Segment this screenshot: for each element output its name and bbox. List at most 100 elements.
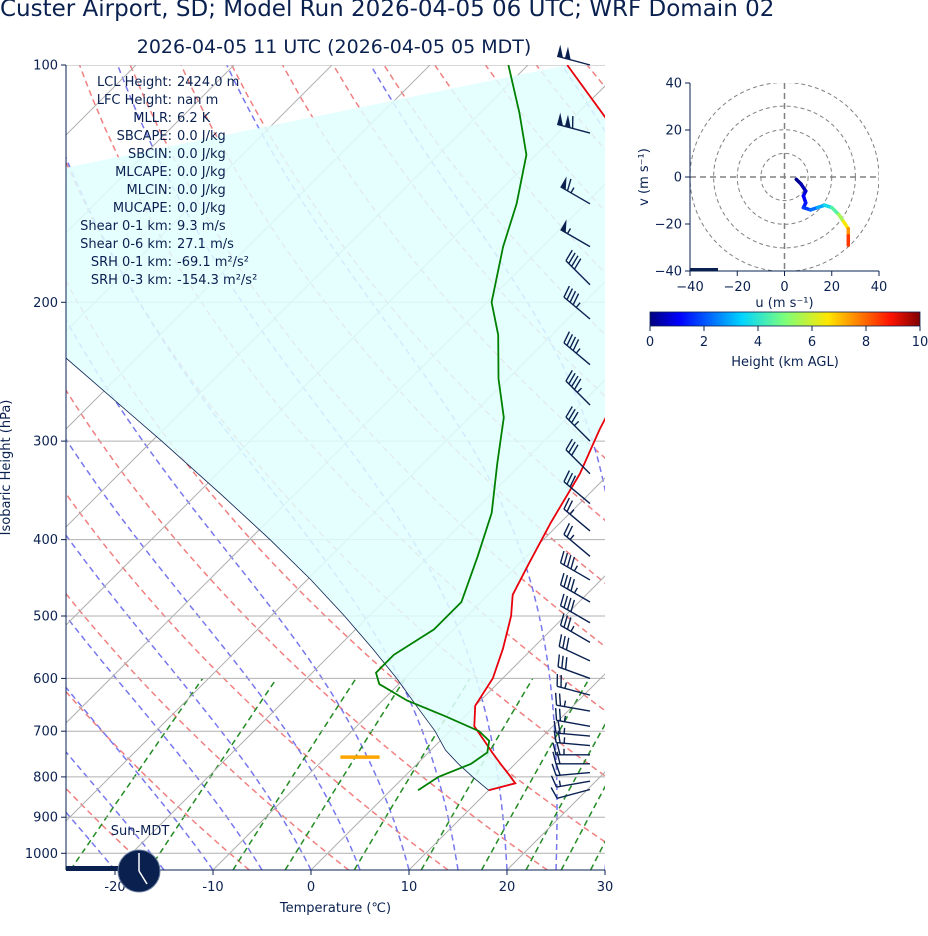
wind-barb-flag [566,472,574,485]
wind-barb [560,219,591,248]
dry-adiabat-line [66,279,605,843]
wind-barb-half-flag [575,302,581,308]
wind-barb-staff [565,449,591,475]
wind-barb-staff [560,605,591,624]
wind-barb-half-flag [573,565,579,572]
wind-barb [563,470,591,505]
moist-adiabat-line [66,438,361,870]
dry-adiabat-line [66,690,250,870]
index-label: MLCIN: [127,183,172,198]
mixing-ratio-line [232,677,357,870]
wind-barb-staff [556,741,591,747]
wind-barb-flag [552,742,557,755]
hodograph-y-tick-label: 0 [674,171,682,186]
moist-adiabat-line [66,533,312,870]
wind-barb-flag [563,574,569,588]
index-value: 0.0 J/kg [177,165,226,180]
hodograph-x-tick-label: 0 [780,280,788,295]
wind-barb-flag [559,550,565,564]
wind-barb-flag [563,552,569,566]
dry-adiabat-line [66,388,548,870]
wind-barb-flag [565,370,573,382]
mixing-ratio-line [284,677,406,870]
dry-adiabat-line [66,787,151,870]
index-label: SBCAPE: [117,129,172,144]
wind-barb-staff [560,562,591,581]
index-value: 0.0 J/kg [177,201,226,216]
sun-clock: Sun-MDT [66,824,170,893]
wind-barb-staff [560,584,591,603]
wind-barb [563,497,591,532]
sounding-indices: LCL Height: 2424.0 m LFC Height: nan m MLLR:… [80,75,257,288]
wind-barb-staff [565,380,591,406]
hodograph-y-tick-label: 20 [665,124,682,139]
wind-barb-staff [563,508,591,532]
mixing-ratio-line [480,678,590,870]
chart-title: Custer Airport, SD; Model Run 2026-04-05… [0,0,775,22]
y-tick-label: 800 [33,770,58,785]
index-value: 0.0 J/kg [177,147,226,162]
wind-barb-flag [568,252,576,264]
index-value: 9.3 m/s [177,219,226,234]
sun-label: Sun-MDT [111,824,170,839]
wind-barb-half-flag [566,228,572,235]
index-label: MUCAPE: [113,201,172,216]
wind-barb-staff [565,416,591,442]
wind-barb-staff [557,666,591,680]
mixing-ratio-line [616,678,715,870]
wind-barb [559,613,591,643]
wind-barb-flag [566,617,572,630]
wind-barb-flag [558,634,563,647]
index-value: 0.0 J/kg [177,183,226,198]
colorbar-tick-label: 2 [700,335,708,350]
clock-hand-hour [138,870,148,885]
colorbar-gradient [649,311,921,327]
wind-barb-half-flag [570,187,575,194]
wind-barb-flag [570,599,576,612]
y-tick-label: 300 [33,435,58,450]
colorbar-tick-label: 6 [808,335,816,350]
y-tick-label: 100 [33,59,58,74]
moist-adiabat-line [226,65,558,870]
wind-barb-flag [566,525,574,538]
wind-barb [556,673,591,696]
wind-barb-half-flag [569,509,575,515]
wind-barb-flag [553,720,557,734]
colorbar-tick-label: 4 [754,335,762,350]
wind-barb-flag [568,408,576,421]
moist-adiabat-line [66,750,165,870]
wind-barb-pennant [564,46,571,60]
wind-barb-half-flag [563,700,567,707]
wind-barb-staff [560,186,591,205]
dry-adiabat-line [739,65,928,870]
y-tick-label: 700 [33,725,58,740]
parcel-profile-line [66,357,489,791]
wind-barb-flag [554,692,558,706]
wind-barb-half-flag [576,387,583,393]
wind-barb-flag [563,331,570,344]
y-tick-label: 500 [33,609,58,624]
y-tick-label: 200 [33,296,58,311]
dewpoint-profile-line [374,65,528,792]
wind-barb-flag [563,470,570,482]
hodograph-x-label: u (m s⁻¹) [755,296,813,311]
wind-barb-flag [565,438,573,451]
wind-barb-flag [572,339,580,351]
wind-barb [563,331,591,366]
plot-clip-group [66,65,928,870]
wind-barb-pennant [564,114,571,128]
dry-adiabat-line [790,65,928,870]
wind-barb-flag [553,730,557,743]
hodograph-clip-group [690,83,879,271]
temperature-profile-line [473,65,605,792]
wind-barb-staff [556,123,591,134]
x-tick-label: 0 [307,880,315,895]
index-label: MLCAPE: [115,165,172,180]
wind-barb-flag [563,615,569,628]
hodograph-x-tick-label: −40 [676,280,703,295]
wind-barb [565,438,591,475]
wind-barb [565,249,591,286]
wind-barb [552,751,590,765]
wind-barb-flag [563,523,570,535]
isotherm-line [703,65,928,870]
